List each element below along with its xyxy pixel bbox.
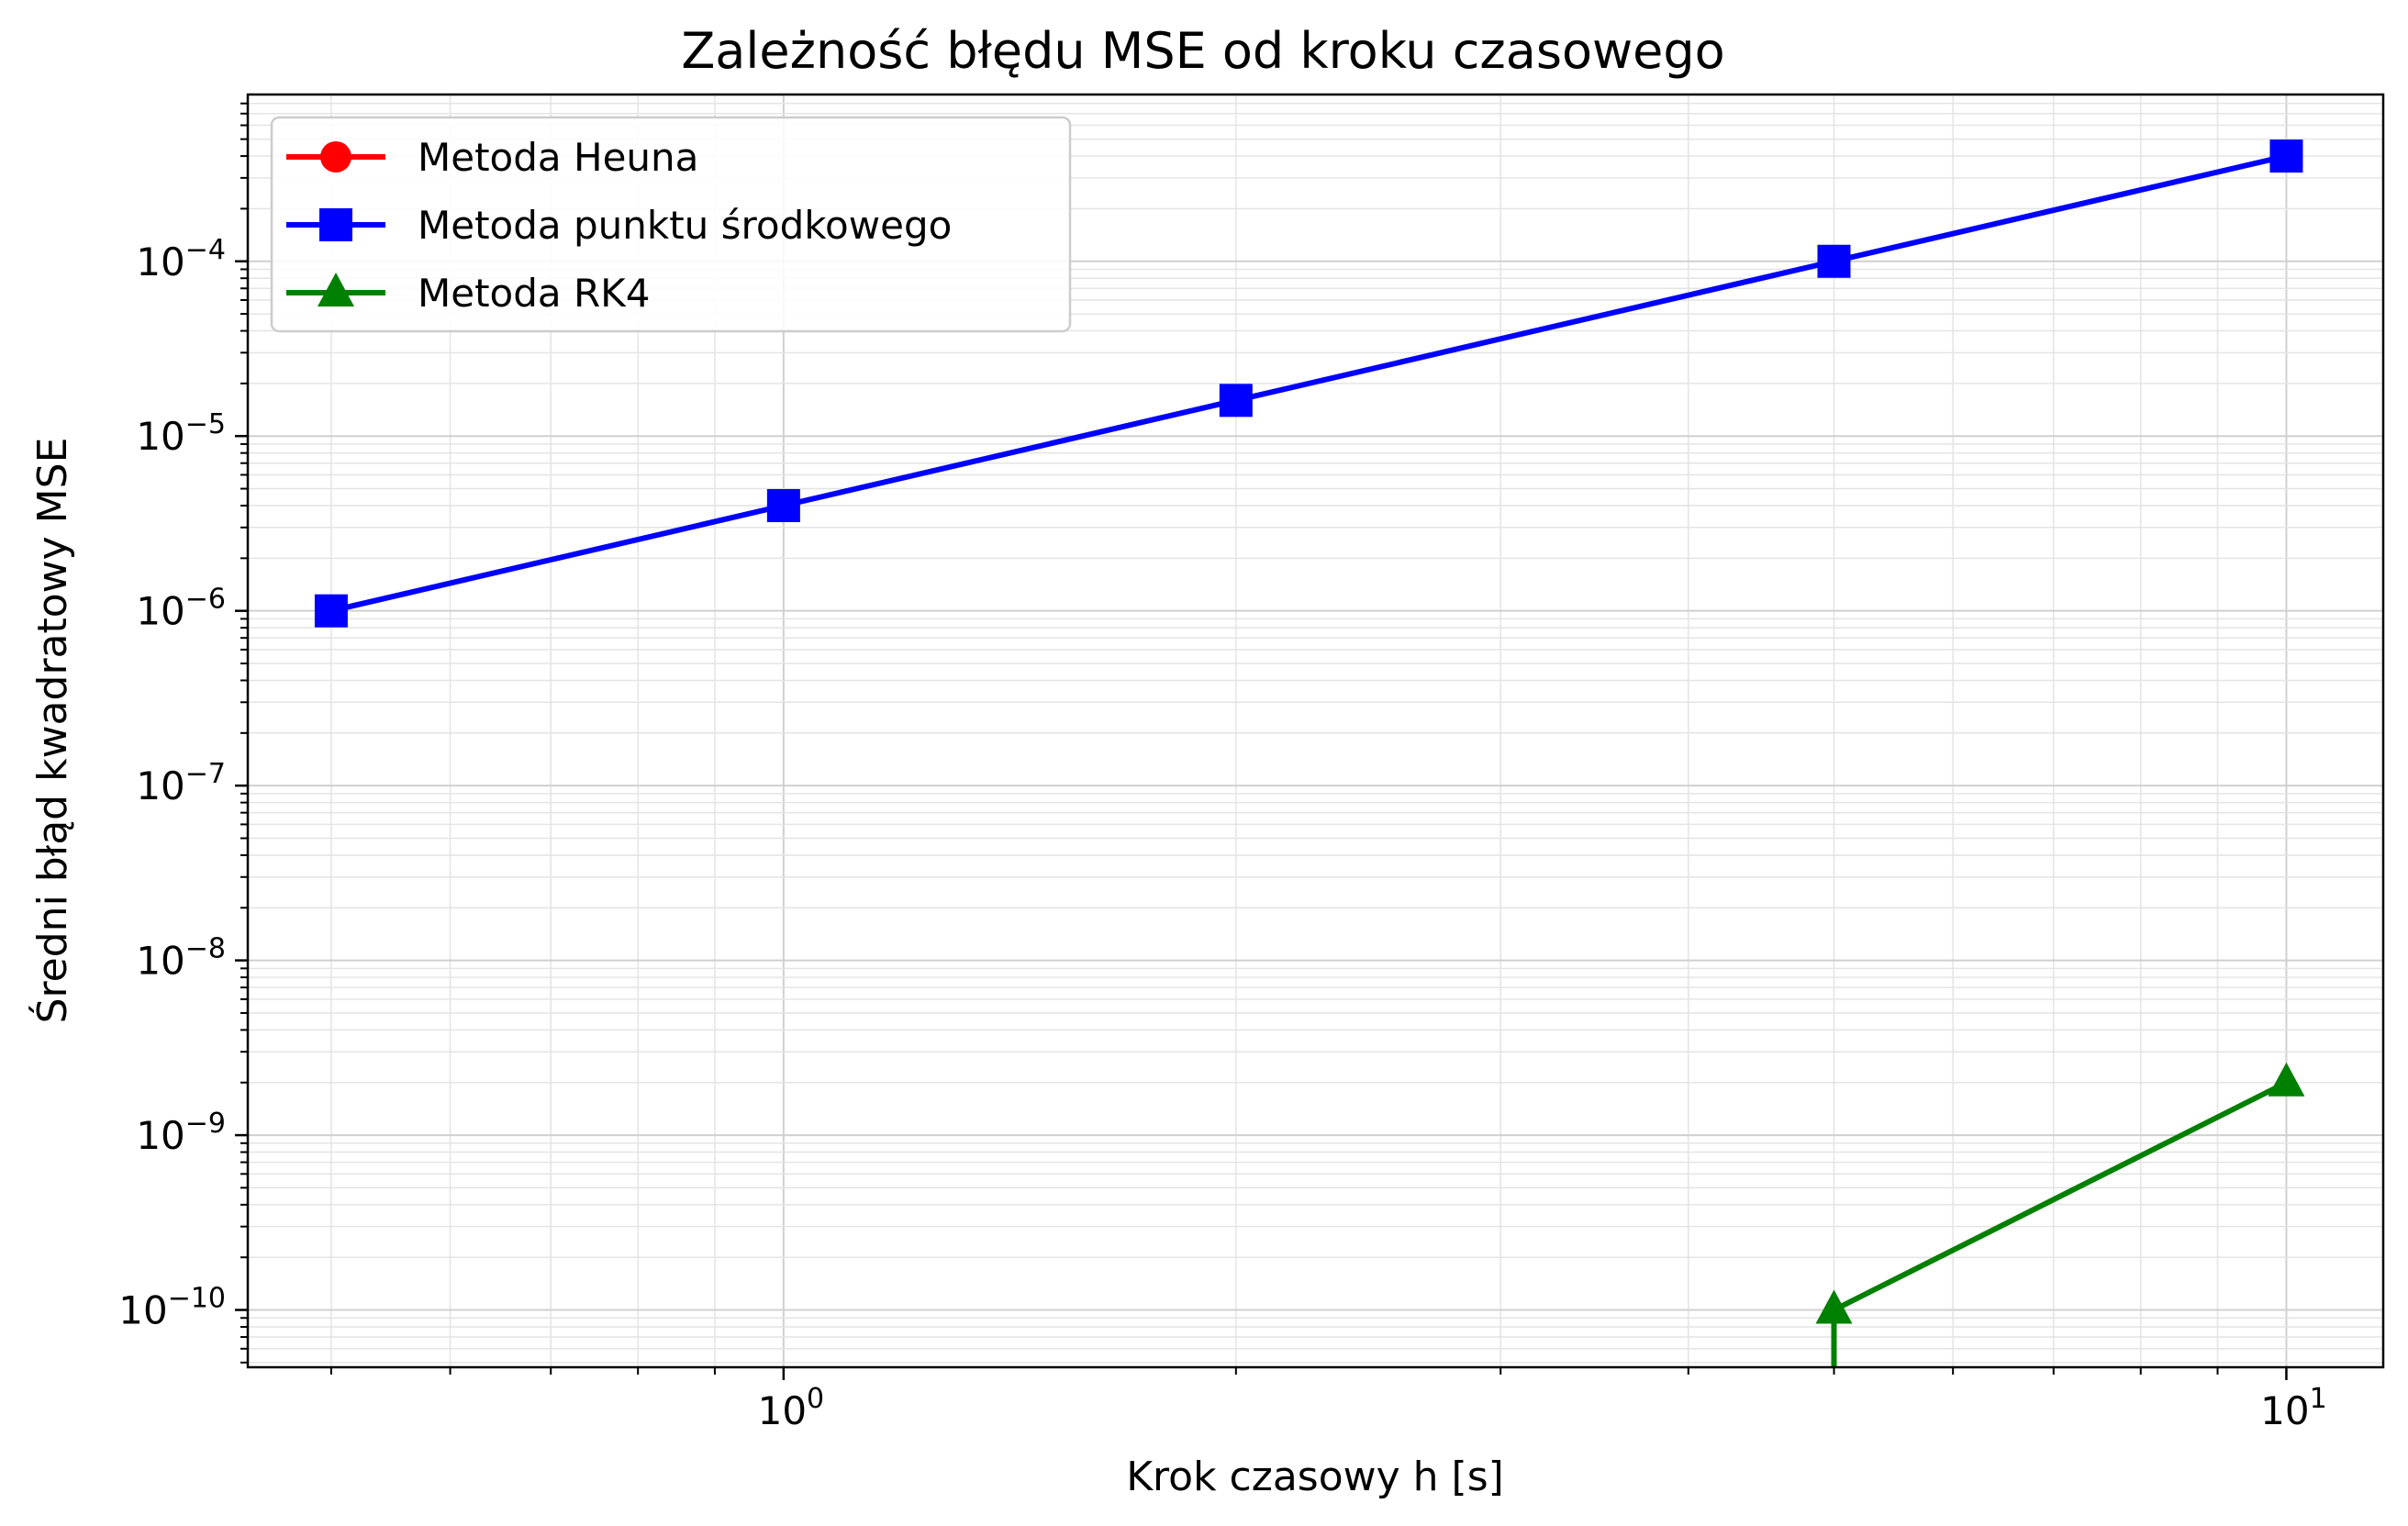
y-tick-exponent: −5 xyxy=(185,408,226,440)
y-tick-base: 10 xyxy=(136,939,184,984)
legend-label: Metoda Heuna xyxy=(418,135,698,180)
x-tick-exponent: 1 xyxy=(2310,1383,2327,1415)
y-tick-label: 10−8 xyxy=(136,933,226,984)
y-tick-label: 10−9 xyxy=(136,1108,226,1158)
legend-label: Metoda punktu środkowego xyxy=(418,203,952,248)
data-point-metoda-punktu-rodkowego xyxy=(314,594,348,628)
data-point-metoda-punktu-rodkowego xyxy=(1219,384,1253,418)
y-tick-label: 10−7 xyxy=(136,758,226,808)
legend-box xyxy=(270,116,1072,333)
legend-marker-metoda-heuna xyxy=(320,141,351,173)
y-tick-base: 10 xyxy=(136,414,184,459)
data-point-metoda-punktu-rodkowego xyxy=(1817,244,1851,278)
y-tick-label: 10−6 xyxy=(136,584,226,634)
y-tick-exponent: −4 xyxy=(185,234,226,266)
y-axis-label: Średni błąd kwadratowy MSE xyxy=(28,438,76,1024)
y-tick-label: 10−5 xyxy=(136,408,226,459)
y-ticks: 10−410−510−610−710−810−910−10 xyxy=(118,102,248,1364)
series-line-metoda-rk4 xyxy=(1833,1080,2288,1313)
y-tick-exponent: −7 xyxy=(185,758,226,790)
plot-frame xyxy=(246,93,2385,1369)
data-point-metoda-punktu-rodkowego xyxy=(766,489,800,523)
data-point-metoda-punktu-rodkowego xyxy=(2269,139,2303,173)
y-tick-label: 10−10 xyxy=(118,1283,226,1333)
y-tick-exponent: −8 xyxy=(185,933,226,965)
series-layer xyxy=(330,153,2288,1367)
y-tick-exponent: −10 xyxy=(168,1283,226,1315)
marker-layer xyxy=(314,139,2305,1324)
legend-marker-metoda-punktu-rodkowego xyxy=(319,208,352,241)
x-ticks: 100 101 xyxy=(329,1367,2327,1433)
x-tick-base: 10 xyxy=(758,1388,807,1433)
y-tick-label: 10−4 xyxy=(136,234,226,284)
y-tick-exponent: −9 xyxy=(185,1108,226,1140)
y-tick-exponent: −6 xyxy=(185,584,226,616)
data-point-metoda-rk4 xyxy=(2268,1062,2305,1097)
y-tick-base: 10 xyxy=(136,763,184,808)
y-tick-base: 10 xyxy=(136,589,184,634)
y-tick-base: 10 xyxy=(118,1288,167,1333)
x-tick-base: 10 xyxy=(2260,1388,2309,1433)
data-point-metoda-rk4 xyxy=(1815,1289,1853,1324)
x-tick-label: 101 xyxy=(2260,1383,2327,1433)
x-tick-exponent: 0 xyxy=(807,1383,824,1415)
legend-marker-metoda-rk4 xyxy=(318,273,354,306)
chart-title: Zależność błędu MSE od kroku czasowego xyxy=(681,22,1724,80)
legend-label: Metoda RK4 xyxy=(418,271,650,316)
x-axis-label: Krok czasowy h [s] xyxy=(1126,1454,1504,1500)
y-tick-base: 10 xyxy=(136,1113,184,1158)
legend: Metoda Heuna Metoda punktu środkowego Meto… xyxy=(270,116,1072,333)
y-tick-base: 10 xyxy=(136,239,184,284)
x-tick-label: 100 xyxy=(758,1383,825,1433)
